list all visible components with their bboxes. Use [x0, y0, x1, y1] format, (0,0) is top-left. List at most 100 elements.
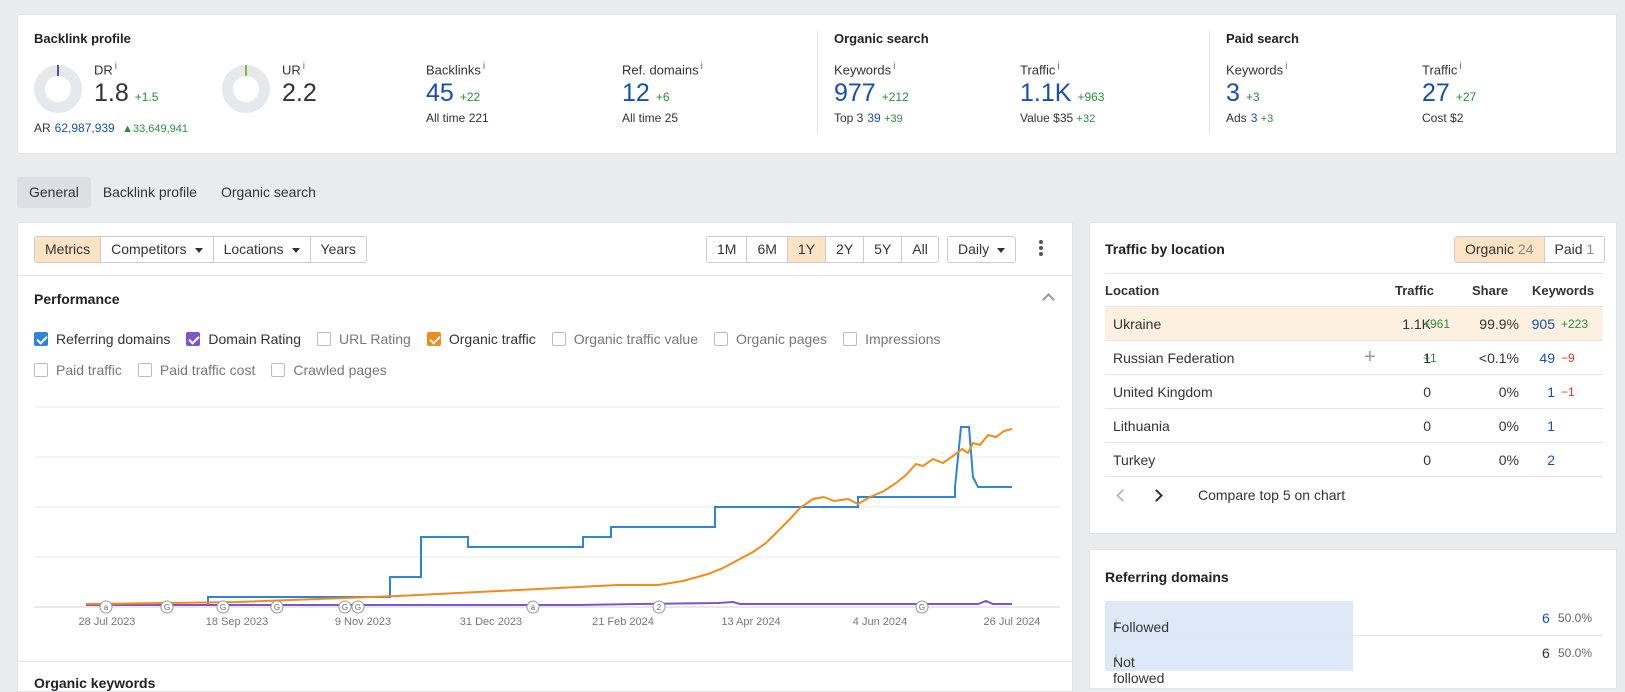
paid-traffic-metric[interactable]: Traffic i 27 +27 Cost $2: [1422, 61, 1476, 125]
compare-top5-link[interactable]: Compare top 5 on chart: [1198, 487, 1346, 503]
organic-traffic-metric[interactable]: Traffic i 1.1K +963 Value $35 +32: [1020, 61, 1104, 125]
annotation-marker-label: G: [919, 603, 925, 612]
metric-checkbox[interactable]: Impressions: [843, 325, 941, 353]
tab-organic-search[interactable]: Organic search: [220, 184, 316, 200]
divider: [18, 661, 1072, 662]
ads-value[interactable]: 3: [1250, 111, 1258, 126]
annotation-marker[interactable]: [99, 600, 113, 614]
dr-metric[interactable]: DR i 1.8 +1.5: [94, 61, 158, 109]
info-icon[interactable]: i: [114, 61, 118, 72]
location-keywords[interactable]: 2: [1547, 452, 1555, 468]
metric-checkbox[interactable]: Domain Rating: [186, 325, 301, 353]
organic-toggle[interactable]: Organic 24: [1455, 237, 1545, 262]
range-all[interactable]: All: [902, 237, 938, 262]
info-icon[interactable]: i: [700, 61, 703, 72]
annotation-marker[interactable]: [338, 600, 352, 614]
col-keywords[interactable]: Keywords: [1532, 283, 1595, 298]
checkbox-icon[interactable]: [271, 363, 286, 377]
checkbox-icon[interactable]: [34, 363, 48, 377]
location-keywords[interactable]: 1: [1547, 384, 1555, 400]
followed-value[interactable]: 6: [1542, 610, 1550, 626]
info-icon[interactable]: i: [1115, 619, 1118, 630]
location-row[interactable]: Turkey 0 0% 2: [1105, 443, 1603, 477]
tab-general[interactable]: General: [17, 177, 91, 208]
info-icon[interactable]: i: [1459, 61, 1462, 72]
organic-keywords-value[interactable]: 977: [834, 79, 876, 108]
range-2y[interactable]: 2Y: [826, 237, 865, 262]
location-row[interactable]: Ukraine 1.1K +961 99.9% 905 +223: [1105, 307, 1603, 341]
prev-page-icon[interactable]: [1116, 489, 1129, 502]
locations-dropdown[interactable]: Locations: [213, 237, 311, 262]
checkbox-icon[interactable]: [317, 332, 331, 346]
range-5y[interactable]: 5Y: [864, 237, 903, 262]
metric-checkbox[interactable]: Referring domains: [34, 325, 170, 353]
chevron-up-icon[interactable]: [1042, 293, 1055, 306]
paid-traffic-value[interactable]: 27: [1422, 79, 1450, 108]
range-1m[interactable]: 1M: [707, 237, 748, 262]
paid-keywords-metric[interactable]: Keywords i 3 +3 Ads 3 +3: [1226, 61, 1287, 125]
metric-checkbox[interactable]: Paid traffic: [34, 356, 122, 384]
checkbox-checked-icon[interactable]: [186, 332, 201, 346]
metrics-button[interactable]: Metrics: [35, 237, 102, 262]
info-icon[interactable]: i: [482, 61, 486, 72]
location-traffic: 0: [1423, 418, 1431, 434]
top3-value[interactable]: 39: [867, 111, 881, 126]
info-icon[interactable]: i: [1285, 61, 1288, 72]
ur-metric[interactable]: UR i 2.2: [282, 61, 323, 109]
annotation-marker[interactable]: [915, 600, 929, 614]
range-1y[interactable]: 1Y: [787, 237, 827, 262]
plus-icon[interactable]: +: [1364, 346, 1376, 368]
refdomains-value[interactable]: 12: [622, 79, 650, 108]
checkbox-icon[interactable]: [551, 332, 566, 346]
backlinks-metric[interactable]: Backlinks i 45 +22 All time 221: [426, 61, 489, 125]
annotation-marker[interactable]: [526, 600, 540, 614]
checkbox-checked-icon[interactable]: [426, 332, 441, 346]
range-6m[interactable]: 6M: [747, 237, 788, 262]
location-keywords[interactable]: 905: [1531, 316, 1555, 332]
annotation-marker[interactable]: [270, 600, 284, 614]
info-icon[interactable]: i: [302, 61, 306, 72]
col-location[interactable]: Location: [1105, 283, 1160, 298]
followed-row[interactable]: Followed i 6 50.0%: [1105, 601, 1603, 636]
paid-toggle[interactable]: Paid 1: [1544, 237, 1605, 262]
annotation-marker[interactable]: [216, 600, 230, 614]
annotation-marker[interactable]: [652, 600, 666, 614]
checkbox-icon[interactable]: [714, 332, 728, 346]
metric-checkbox[interactable]: Organic traffic value: [551, 325, 698, 353]
location-row[interactable]: Russian Federation +1 +1 <0.1% 49 −9: [1105, 341, 1603, 375]
not-followed-row[interactable]: Not followed i 6 50.0%: [1105, 636, 1603, 686]
metric-checkbox[interactable]: URL Rating: [317, 325, 411, 353]
checkbox-icon[interactable]: [137, 363, 152, 377]
col-traffic[interactable]: Traffic: [1395, 283, 1435, 298]
refdomains-metric[interactable]: Ref. domains i 12 +6 All time 25: [622, 61, 703, 125]
annotation-marker[interactable]: [160, 600, 174, 614]
metric-checkbox[interactable]: Organic traffic: [426, 325, 536, 353]
organic-traffic-value[interactable]: 1.1K: [1020, 79, 1072, 108]
info-icon[interactable]: i: [893, 61, 896, 72]
more-options-icon[interactable]: [1038, 239, 1044, 259]
backlinks-value[interactable]: 45: [426, 79, 454, 108]
organic-keywords-metric[interactable]: Keywords i 977 +212 Top 3 39 +39: [834, 61, 909, 125]
ar-value[interactable]: 62,987,939: [54, 121, 115, 135]
col-share[interactable]: Share: [1472, 283, 1509, 298]
metric-checkbox[interactable]: Paid traffic cost: [137, 356, 255, 384]
metric-checkbox[interactable]: Crawled pages: [271, 356, 387, 384]
paid-keywords-value[interactable]: 3: [1226, 79, 1240, 108]
cost-label: Cost: [1422, 111, 1447, 126]
location-row[interactable]: United Kingdom 0 0% 1 −1: [1105, 375, 1603, 409]
next-page-icon[interactable]: [1150, 489, 1163, 502]
location-keywords[interactable]: 49: [1539, 350, 1555, 366]
tab-backlink-profile[interactable]: Backlink profile: [102, 184, 197, 200]
location-row[interactable]: Lithuania 0 0% 1: [1105, 409, 1603, 443]
interval-dropdown[interactable]: Daily: [947, 236, 1017, 263]
checkbox-checked-icon[interactable]: [34, 332, 48, 346]
competitors-dropdown[interactable]: Competitors: [101, 237, 214, 262]
metric-checkbox[interactable]: Organic pages: [714, 325, 827, 353]
info-icon[interactable]: i: [1115, 654, 1118, 665]
annotation-marker[interactable]: [351, 600, 365, 614]
years-button[interactable]: Years: [310, 237, 366, 262]
checkbox-icon[interactable]: [843, 332, 858, 346]
location-keywords[interactable]: 1: [1547, 418, 1555, 434]
info-icon[interactable]: i: [1057, 61, 1060, 72]
